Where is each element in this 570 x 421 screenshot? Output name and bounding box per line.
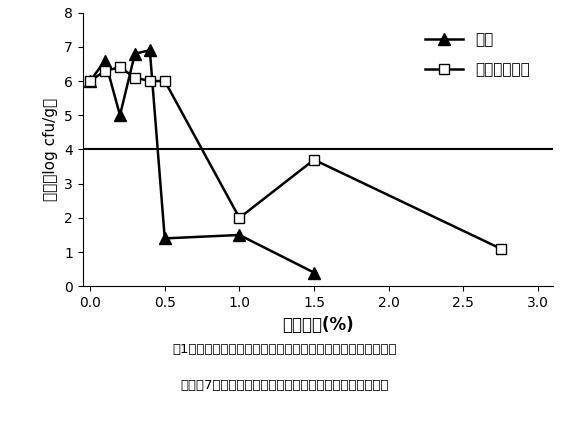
ギ酸 — [132, 51, 139, 56]
ギ酸 — [146, 48, 153, 53]
ギ酸 — [101, 58, 108, 63]
プロピオン酸 — [497, 246, 504, 251]
ギ酸 — [311, 270, 317, 275]
Line: ギ酸: ギ酸 — [84, 45, 320, 278]
プロピオン酸 — [132, 75, 139, 80]
Line: プロピオン酸: プロピオン酸 — [86, 62, 506, 253]
プロピオン酸 — [101, 68, 108, 73]
プロピオン酸 — [236, 215, 243, 220]
ギ酸 — [87, 78, 93, 83]
ギ酸 — [161, 236, 168, 241]
X-axis label: 添加濃度(%): 添加濃度(%) — [282, 316, 353, 333]
プロピオン酸 — [87, 78, 93, 83]
ギ酸 — [236, 232, 243, 237]
プロピオン酸 — [146, 78, 153, 83]
Legend: ギ酸, プロピオン酸: ギ酸, プロピオン酸 — [418, 26, 536, 83]
ギ酸 — [116, 113, 123, 118]
プロピオン酸 — [311, 157, 317, 162]
Y-axis label: 菌数（log cfu/g）: 菌数（log cfu/g） — [43, 98, 59, 201]
プロピオン酸 — [161, 78, 168, 83]
Text: （保存7日目、線は濃厚洗米排水回収時の酵母数を示す）: （保存7日目、線は濃厚洗米排水回収時の酵母数を示す） — [181, 379, 389, 392]
プロピオン酸 — [116, 65, 123, 70]
Text: 図1．　有機酸添加による濃厚洗米排水中酵母の増殖抑制効果: 図1． 有機酸添加による濃厚洗米排水中酵母の増殖抑制効果 — [173, 343, 397, 356]
